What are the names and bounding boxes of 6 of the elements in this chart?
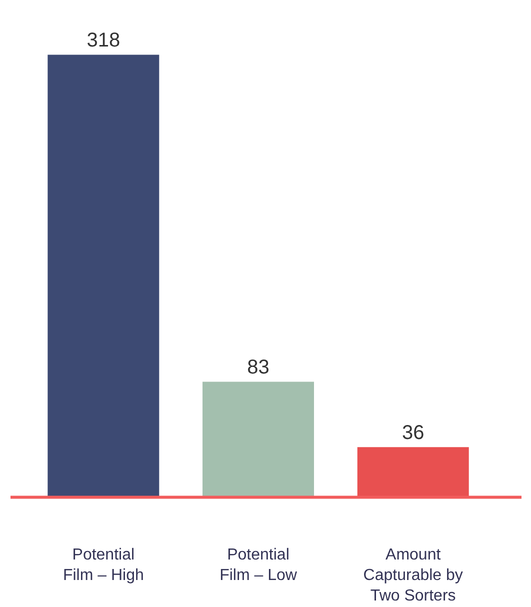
x-tick-label: Potential Film – High <box>62 546 144 584</box>
data-label: 83 <box>247 356 270 379</box>
data-label: 318 <box>86 30 120 52</box>
x-tick-label: Amount Capturable by Two Sorters <box>363 546 463 604</box>
x-tick-label: Potential Film – Low <box>220 546 298 584</box>
data-label: 36 <box>402 422 424 444</box>
